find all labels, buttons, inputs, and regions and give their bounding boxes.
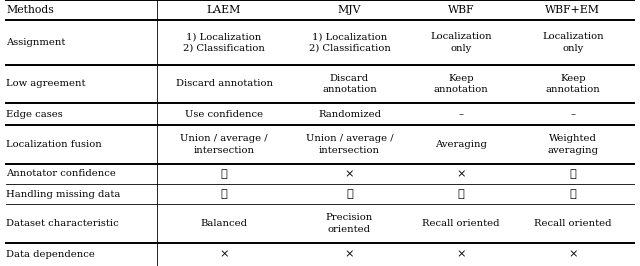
- Text: Localization fusion: Localization fusion: [6, 140, 102, 149]
- Text: 1) Localization
2) Classification: 1) Localization 2) Classification: [183, 32, 265, 53]
- Text: LAEM: LAEM: [207, 5, 241, 15]
- Text: Assignment: Assignment: [6, 38, 66, 47]
- Text: Precision
oriented: Precision oriented: [326, 213, 373, 234]
- Text: Averaging: Averaging: [435, 140, 487, 149]
- Text: Recall oriented: Recall oriented: [534, 219, 612, 228]
- Text: ×: ×: [345, 249, 354, 259]
- Text: Discard
annotation: Discard annotation: [322, 74, 377, 94]
- Text: WBF: WBF: [447, 5, 474, 15]
- Text: Union / average /
intersection: Union / average / intersection: [306, 134, 393, 155]
- Text: ✓: ✓: [458, 189, 464, 199]
- Text: ×: ×: [568, 249, 577, 259]
- Text: Data dependence: Data dependence: [6, 250, 95, 259]
- Text: –: –: [458, 110, 463, 119]
- Text: 1) Localization
2) Classification: 1) Localization 2) Classification: [308, 32, 390, 53]
- Text: Balanced: Balanced: [200, 219, 248, 228]
- Text: Weighted
averaging: Weighted averaging: [547, 134, 598, 155]
- Text: –: –: [570, 110, 575, 119]
- Text: MJV: MJV: [338, 5, 361, 15]
- Text: ✓: ✓: [570, 169, 576, 179]
- Text: Union / average /
intersection: Union / average / intersection: [180, 134, 268, 155]
- Text: Localization
only: Localization only: [542, 32, 604, 53]
- Text: Methods: Methods: [6, 5, 54, 15]
- Text: Low agreement: Low agreement: [6, 80, 86, 89]
- Text: ✓: ✓: [221, 189, 227, 199]
- Text: ✓: ✓: [221, 169, 227, 179]
- Text: ×: ×: [456, 169, 465, 179]
- Text: Discard annotation: Discard annotation: [175, 80, 273, 89]
- Text: Handling missing data: Handling missing data: [6, 190, 121, 199]
- Text: ×: ×: [456, 249, 465, 259]
- Text: ×: ×: [220, 249, 228, 259]
- Text: WBF+EM: WBF+EM: [545, 5, 600, 15]
- Text: Use confidence: Use confidence: [185, 110, 263, 119]
- Text: Localization
only: Localization only: [430, 32, 492, 53]
- Text: Randomized: Randomized: [318, 110, 381, 119]
- Text: Keep
annotation: Keep annotation: [433, 74, 488, 94]
- Text: ×: ×: [345, 169, 354, 179]
- Text: ✓: ✓: [346, 189, 353, 199]
- Text: ✓: ✓: [570, 189, 576, 199]
- Text: Edge cases: Edge cases: [6, 110, 63, 119]
- Text: Dataset characteristic: Dataset characteristic: [6, 219, 119, 228]
- Text: Annotator confidence: Annotator confidence: [6, 169, 116, 178]
- Text: Recall oriented: Recall oriented: [422, 219, 500, 228]
- Text: Keep
annotation: Keep annotation: [545, 74, 600, 94]
